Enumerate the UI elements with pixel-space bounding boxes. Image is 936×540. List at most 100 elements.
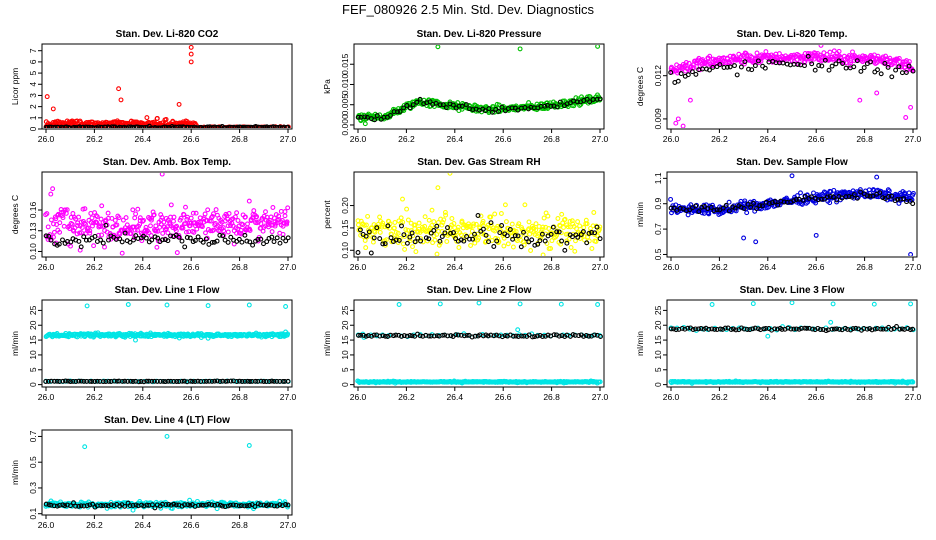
data-point	[592, 230, 598, 236]
data-point	[283, 238, 289, 244]
data-point	[809, 326, 815, 332]
data-point	[588, 225, 593, 231]
data-series	[43, 123, 291, 128]
y-tick-label: 10	[653, 350, 663, 360]
data-point	[496, 239, 502, 245]
data-point	[171, 214, 177, 220]
data-point	[892, 198, 898, 204]
data-point	[886, 194, 892, 199]
data-points	[43, 173, 291, 256]
data-point	[668, 326, 674, 332]
data-point	[168, 378, 174, 384]
data-point	[190, 210, 196, 216]
data-point	[755, 58, 761, 64]
data-point	[137, 215, 143, 221]
data-point	[226, 211, 232, 216]
data-point	[399, 223, 404, 229]
data-series	[43, 433, 291, 513]
data-point	[50, 124, 56, 128]
data-point	[84, 378, 90, 384]
data-point	[853, 325, 859, 331]
x-tick-label: 26.4	[760, 134, 777, 144]
data-point	[282, 378, 288, 384]
data-point	[148, 217, 154, 223]
data-point	[180, 225, 186, 231]
data-point	[221, 228, 227, 234]
data-point	[119, 239, 125, 245]
x-tick-label: 26.0	[38, 520, 55, 530]
data-point	[388, 332, 393, 338]
data-point	[572, 248, 578, 254]
data-point	[374, 225, 380, 231]
x-tick-label: 26.4	[447, 392, 464, 402]
data-point	[515, 334, 521, 339]
data-point	[427, 99, 433, 105]
data-point	[693, 71, 699, 77]
plot-frame	[353, 43, 605, 130]
data-point	[78, 378, 84, 384]
data-point	[491, 244, 497, 249]
data-point	[65, 378, 71, 384]
data-point	[183, 229, 189, 235]
data-point	[545, 213, 551, 219]
data-point	[429, 223, 435, 228]
x-tick-label: 26.6	[495, 392, 512, 402]
data-point	[79, 225, 85, 230]
x-tick-label: 27.0	[280, 262, 297, 272]
data-point	[276, 213, 282, 219]
chart-title: Stan. Dev. Gas Stream RH	[417, 157, 540, 168]
data-point	[864, 326, 870, 332]
data-point	[235, 124, 241, 128]
y-tick-label: 0.10	[340, 242, 350, 259]
data-point	[769, 200, 775, 206]
data-point	[815, 197, 821, 203]
data-point	[45, 224, 51, 230]
outlier-point	[362, 121, 368, 127]
data-point	[802, 193, 808, 199]
data-point	[401, 232, 407, 238]
data-point	[791, 326, 797, 332]
data-point	[361, 222, 367, 228]
x-tick-label: 26.4	[760, 262, 777, 272]
data-point	[827, 193, 833, 199]
data-point	[557, 99, 563, 105]
outlier-point	[765, 333, 771, 339]
data-point	[831, 187, 837, 193]
data-point	[165, 378, 171, 384]
outlier-point	[50, 106, 56, 112]
data-point	[192, 379, 198, 384]
data-series	[43, 302, 291, 343]
data-point	[106, 237, 111, 243]
y-tick-label: 0.13	[28, 222, 38, 239]
data-point	[685, 325, 691, 331]
x-tick-label: 26.0	[38, 134, 55, 144]
data-point	[93, 213, 99, 219]
data-point	[368, 250, 374, 256]
data-point	[488, 220, 494, 226]
outlier-point	[830, 301, 836, 307]
data-point	[763, 326, 769, 331]
outlier-point	[164, 302, 170, 308]
data-point	[589, 230, 595, 235]
chart-title: Stan. Dev. Line 2 Flow	[427, 285, 532, 296]
data-point	[404, 333, 410, 339]
data-point	[834, 197, 840, 203]
data-point	[741, 61, 747, 67]
data-point	[702, 204, 707, 209]
data-point	[880, 195, 886, 201]
data-point	[539, 227, 545, 233]
x-tick-label: 26.2	[86, 134, 103, 144]
data-point	[581, 225, 587, 230]
data-point	[686, 60, 692, 66]
data-point	[152, 505, 158, 511]
data-point	[250, 242, 256, 248]
data-point	[834, 326, 840, 332]
x-tick-label: 26.8	[231, 392, 248, 402]
data-point	[247, 239, 253, 245]
data-point	[410, 102, 416, 108]
data-series	[355, 96, 603, 123]
data-point	[761, 326, 767, 332]
outlier-point	[753, 239, 759, 245]
